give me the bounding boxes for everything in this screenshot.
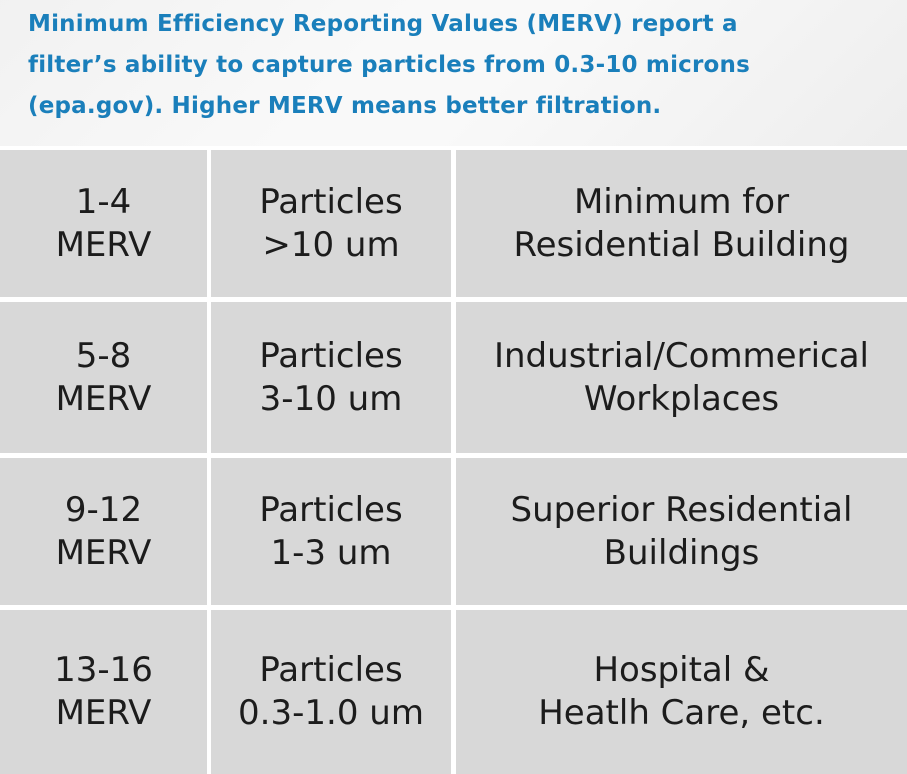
application-line: Buildings — [603, 532, 760, 573]
merv-unit: MERV — [55, 224, 152, 265]
particles-label: Particles — [259, 335, 403, 376]
particle-size-cell: Particles 3-10 um — [211, 302, 451, 453]
intro-line: (epa.gov). Higher MERV means better filt… — [28, 93, 662, 119]
intro-line: Minimum Efficiency Reporting Values (MER… — [28, 11, 738, 37]
merv-range: 13-16 — [54, 650, 153, 690]
application-cell: Minimum for Residential Building — [456, 150, 907, 297]
particle-range: 3-10 um — [259, 378, 403, 419]
merv-range: 9-12 — [64, 489, 143, 530]
table-row: 5-8 MERV Particles 3-10 um Industrial/Co… — [0, 302, 907, 453]
intro-text: Minimum Efficiency Reporting Values (MER… — [28, 4, 898, 127]
application-cell: Hospital & Heatlh Care, etc. — [456, 610, 907, 774]
merv-rating-cell: 9-12 MERV — [0, 458, 207, 605]
merv-unit: MERV — [55, 532, 152, 573]
application-line: Hospital & — [593, 650, 770, 690]
application-line: Minimum for — [573, 181, 790, 222]
particles-label: Particles — [259, 181, 403, 222]
merv-rating-cell: 1-4 MERV — [0, 150, 207, 297]
merv-unit: MERV — [55, 693, 152, 733]
application-cell: Industrial/Commerical Workplaces — [456, 302, 907, 453]
merv-table: 1-4 MERV Particles >10 um Minimum for Re… — [0, 146, 907, 774]
particle-range: 1-3 um — [270, 532, 392, 573]
application-line: Heatlh Care, etc. — [538, 693, 825, 733]
intro-line: filter’s ability to capture particles fr… — [28, 52, 751, 78]
particles-label: Particles — [259, 650, 403, 690]
particles-label: Particles — [259, 489, 403, 530]
header-banner: Minimum Efficiency Reporting Values (MER… — [0, 0, 907, 146]
merv-range: 1-4 — [75, 181, 132, 222]
table-row: 13-16 MERV Particles 0.3-1.0 um Hospital… — [0, 610, 907, 774]
merv-rating-cell: 5-8 MERV — [0, 302, 207, 453]
particle-range: 0.3-1.0 um — [238, 693, 424, 733]
merv-unit: MERV — [55, 378, 152, 419]
table-row: 9-12 MERV Particles 1-3 um Superior Resi… — [0, 458, 907, 605]
particle-size-cell: Particles 0.3-1.0 um — [211, 610, 451, 774]
application-line: Residential Building — [513, 224, 850, 265]
table-row: 1-4 MERV Particles >10 um Minimum for Re… — [0, 150, 907, 297]
merv-rating-cell: 13-16 MERV — [0, 610, 207, 774]
particle-size-cell: Particles 1-3 um — [211, 458, 451, 605]
application-line: Superior Residential — [510, 489, 853, 530]
particle-size-cell: Particles >10 um — [211, 150, 451, 297]
application-line: Workplaces — [583, 378, 780, 419]
particle-range: >10 um — [262, 224, 400, 265]
application-line: Industrial/Commerical — [493, 335, 869, 376]
application-cell: Superior Residential Buildings — [456, 458, 907, 605]
merv-range: 5-8 — [75, 335, 132, 376]
